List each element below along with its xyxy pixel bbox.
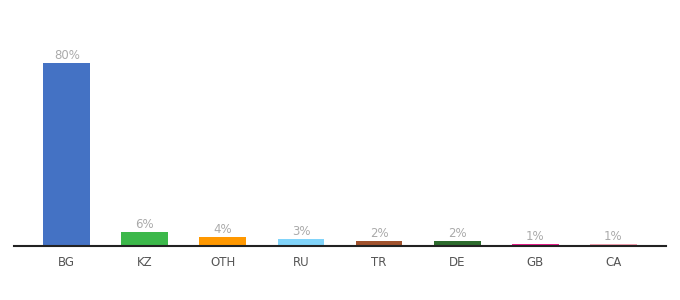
Bar	[199, 237, 246, 246]
Bar	[277, 239, 324, 246]
Bar	[44, 63, 90, 246]
Text: 80%: 80%	[54, 49, 80, 62]
Bar	[356, 242, 403, 246]
Text: 2%: 2%	[370, 227, 388, 240]
Bar	[434, 242, 481, 246]
Text: 1%: 1%	[526, 230, 545, 243]
Text: 4%: 4%	[214, 223, 232, 236]
Text: 1%: 1%	[604, 230, 623, 243]
Text: 6%: 6%	[135, 218, 154, 231]
Bar	[590, 244, 636, 246]
Text: 2%: 2%	[448, 227, 466, 240]
Bar	[121, 232, 168, 246]
Bar	[512, 244, 559, 246]
Text: 3%: 3%	[292, 225, 310, 238]
